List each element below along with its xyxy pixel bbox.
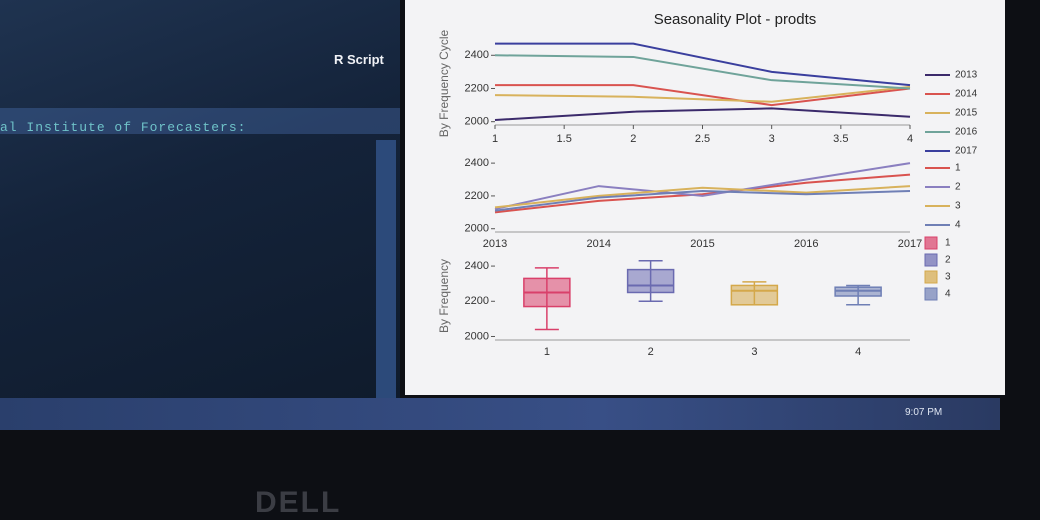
series-line — [494, 173, 911, 214]
series-line — [494, 107, 911, 122]
series-line — [494, 54, 911, 90]
x-tick-label: 2014 — [587, 238, 611, 250]
legend-swatch — [924, 253, 938, 267]
legend-swatch — [924, 270, 938, 284]
series-line — [494, 185, 911, 209]
x-tick-label: 2017 — [898, 238, 922, 250]
y-tick-label: 2000 — [465, 223, 489, 235]
scrollbar[interactable] — [376, 140, 396, 398]
y-tick-label: 2400 — [465, 49, 489, 61]
y-tick-label: 2000 — [465, 330, 489, 342]
legend-label: 2016 — [955, 127, 978, 138]
y-tick-label: 2000 — [465, 116, 489, 128]
legend-label: 2013 — [955, 70, 978, 81]
y-tick-label: 2400 — [465, 157, 489, 169]
chart: Seasonality Plot - prodts By Frequency Cy… — [437, 11, 978, 358]
legend-label: 1 — [955, 163, 961, 174]
x-tick-label: 1 — [492, 133, 498, 145]
x-tick-label: 2.5 — [695, 133, 710, 145]
x-tick-label: 4 — [855, 346, 861, 358]
legend-label: 2015 — [955, 108, 978, 119]
box-body — [626, 268, 675, 294]
x-tick-label: 2 — [630, 133, 636, 145]
series-line — [494, 85, 911, 103]
series-line — [495, 42, 911, 87]
legend-label: 2 — [945, 255, 951, 266]
x-tick-label: 2016 — [794, 238, 818, 250]
y-axis-label: By Frequency Cycle — [437, 29, 451, 137]
x-tick-label: 1.5 — [557, 133, 572, 145]
y-tick-label: 2200 — [465, 82, 489, 94]
legend-label: 4 — [955, 220, 961, 231]
x-tick-label: 3.5 — [833, 133, 848, 145]
legend-label: 3 — [945, 272, 951, 283]
x-tick-label: 1 — [544, 346, 550, 358]
legend-label: 3 — [955, 201, 961, 212]
x-tick-label: 4 — [907, 133, 913, 145]
legend-swatch — [924, 236, 938, 250]
console-strip — [0, 108, 400, 134]
clock: 9:07 PM — [905, 407, 943, 418]
box-body — [730, 284, 779, 306]
legend-label: 2014 — [955, 89, 978, 100]
legend-label: 2 — [955, 182, 961, 193]
series-line — [495, 84, 911, 107]
x-tick-label: 2015 — [690, 238, 714, 250]
y-axis-label: By Frequency — [437, 259, 451, 333]
series-line — [494, 189, 911, 212]
x-tick-label: 3 — [751, 346, 757, 358]
panel-label[interactable]: R Script — [334, 52, 384, 67]
legend-label: 4 — [945, 289, 951, 300]
legend-label: 2017 — [955, 146, 978, 157]
legend-label: 1 — [945, 238, 951, 249]
x-tick-label: 2013 — [483, 238, 507, 250]
plot-viewer: Seasonality Plot - prodts By Frequency Cy… — [405, 0, 1005, 395]
x-tick-label: 2 — [648, 346, 654, 358]
x-tick-label: 3 — [769, 133, 775, 145]
taskbar — [0, 398, 1000, 430]
console-text: al Institute of Forecasters: — [0, 120, 247, 135]
y-tick-label: 2200 — [465, 190, 489, 202]
y-tick-label: 2400 — [465, 260, 489, 272]
y-tick-label: 2200 — [465, 295, 489, 307]
series-line — [494, 162, 911, 211]
editor-panel — [0, 0, 400, 400]
chart-title: Seasonality Plot - prodts — [654, 11, 817, 28]
brand-logo: DELL — [255, 486, 342, 519]
legend-swatch — [924, 287, 938, 301]
